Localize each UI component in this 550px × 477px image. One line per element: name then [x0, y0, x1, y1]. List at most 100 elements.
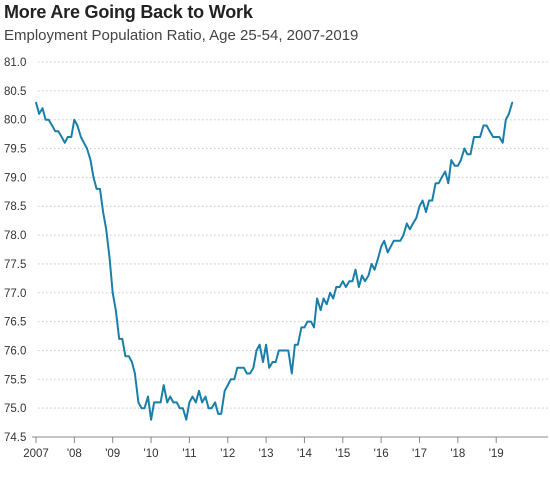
series-line — [35, 102, 514, 421]
data-point — [316, 297, 318, 300]
data-point — [198, 390, 200, 392]
data-point — [370, 263, 373, 265]
data-point — [188, 401, 191, 404]
data-point — [348, 280, 351, 283]
data-point — [204, 395, 207, 398]
data-point — [399, 240, 402, 242]
data-point — [83, 142, 85, 144]
series-layer — [35, 101, 514, 421]
x-tick-label: '08 — [67, 448, 82, 460]
y-tick-label: 80.0 — [4, 115, 26, 127]
data-point — [332, 297, 335, 300]
data-point — [284, 349, 287, 352]
data-point — [175, 401, 178, 404]
data-point — [409, 228, 411, 231]
data-point — [38, 113, 40, 115]
data-point — [485, 124, 488, 127]
data-point — [281, 349, 284, 352]
data-point — [313, 326, 315, 329]
data-point — [406, 222, 408, 225]
data-point — [389, 245, 392, 248]
y-tick-label: 76.0 — [4, 345, 26, 357]
data-point — [92, 176, 95, 179]
data-point — [440, 176, 443, 179]
data-point — [80, 136, 82, 138]
data-point — [134, 372, 136, 375]
data-point — [358, 286, 360, 288]
data-point — [41, 107, 44, 109]
data-point — [508, 113, 510, 115]
x-tick-label: '17 — [412, 448, 427, 460]
x-tick-label: '10 — [144, 448, 159, 460]
data-point — [220, 413, 222, 415]
data-point — [64, 142, 66, 144]
x-tick-label: '12 — [220, 448, 235, 460]
chart-subtitle: Employment Population Ratio, Age 25-54, … — [4, 27, 359, 44]
data-point — [249, 372, 251, 375]
data-point — [179, 407, 181, 410]
data-point — [169, 395, 171, 398]
data-point — [460, 159, 462, 161]
data-point — [73, 118, 76, 121]
data-point — [118, 338, 120, 340]
data-point — [217, 413, 219, 415]
data-point — [294, 343, 296, 346]
data-point — [354, 268, 357, 271]
data-point — [201, 401, 203, 404]
data-point — [54, 130, 56, 132]
data-point — [447, 182, 450, 184]
x-tick-label: '11 — [182, 448, 196, 460]
data-point — [156, 401, 159, 404]
data-point — [454, 165, 456, 167]
data-point — [131, 361, 133, 363]
data-point — [412, 222, 414, 225]
data-point — [147, 395, 149, 398]
x-tick-label: '14 — [297, 448, 313, 460]
y-tick-label: 81.0 — [4, 57, 26, 69]
data-point — [325, 303, 328, 306]
data-point — [501, 142, 504, 144]
data-point — [121, 338, 124, 340]
data-point — [396, 240, 399, 242]
y-tick-label: 74.5 — [4, 432, 26, 444]
data-point — [268, 367, 271, 369]
y-tick-label: 77.5 — [4, 259, 26, 271]
y-tick-label: 75.5 — [4, 374, 26, 386]
y-tick-label: 77.0 — [4, 288, 26, 300]
data-point — [335, 286, 338, 288]
data-point — [469, 153, 472, 156]
x-axis-labels: 2007 '08 '09 '10 '11 '12 '13 '14 '15 '16 '17 '18 '19 — [23, 448, 503, 460]
data-point — [450, 159, 453, 161]
data-point — [159, 401, 162, 404]
x-tick-label: '18 — [450, 448, 465, 460]
data-point — [252, 367, 255, 369]
y-tick-label: 78.0 — [4, 230, 26, 242]
data-point — [373, 268, 376, 271]
x-tick-label: '15 — [335, 448, 350, 460]
data-point — [338, 286, 341, 288]
data-point — [322, 297, 325, 300]
y-tick-label: 79.5 — [4, 144, 26, 156]
data-point — [418, 205, 421, 207]
data-point — [380, 245, 383, 248]
data-point — [402, 234, 405, 236]
data-point — [482, 124, 485, 127]
data-point — [287, 349, 290, 352]
data-point — [95, 188, 98, 190]
data-point — [377, 257, 379, 260]
data-point — [70, 136, 73, 138]
data-point — [105, 228, 107, 231]
chart-title: More Are Going Back to Work — [4, 2, 253, 22]
data-point — [153, 401, 155, 404]
data-point — [166, 401, 168, 404]
data-point — [102, 211, 104, 213]
data-point — [428, 199, 430, 202]
data-point — [505, 118, 507, 121]
data-point — [291, 372, 293, 375]
y-axis-labels: 74.5 75.0 75.5 76.0 76.5 77.0 77.5 78.0 78.5 79.0… — [4, 57, 26, 444]
data-point — [310, 320, 312, 323]
data-point — [182, 407, 184, 410]
data-point — [278, 349, 280, 352]
data-point — [51, 124, 53, 127]
